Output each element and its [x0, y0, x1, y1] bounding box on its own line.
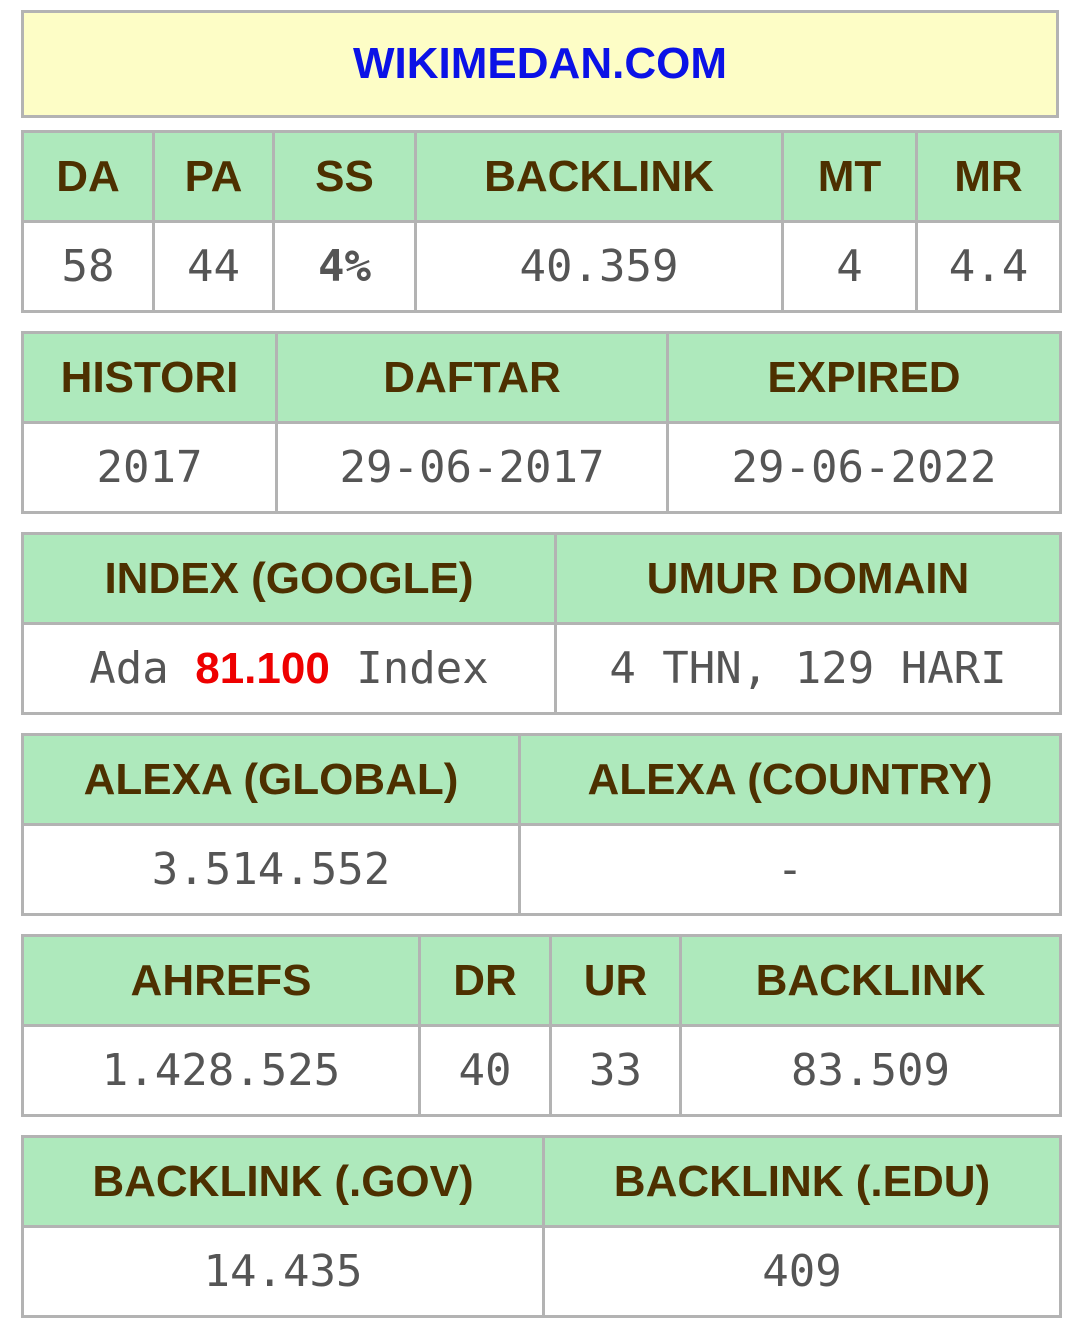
header-expired: EXPIRED [666, 331, 1062, 424]
domain-dates-table: HISTORI DAFTAR EXPIRED 2017 29-06-2017 2… [21, 331, 1062, 514]
value-ahrefs: 1.428.525 [21, 1024, 421, 1117]
value-expired: 29-06-2022 [666, 421, 1062, 514]
value-index-google: Ada 81.100 Index [21, 622, 557, 715]
value-pa: 44 [152, 220, 275, 313]
header-index-google: INDEX (GOOGLE) [21, 532, 557, 625]
moz-metrics-table: DA PA SS BACKLINK MT MR 58 44 4% 40.359 … [21, 130, 1062, 313]
header-dr: DR [418, 934, 552, 1027]
header-backlink: BACKLINK [414, 130, 784, 223]
index-age-table: INDEX (GOOGLE) UMUR DOMAIN Ada 81.100 In… [21, 532, 1062, 715]
site-title: WIKIMEDAN.COM [353, 39, 727, 88]
header-ahrefs: AHREFS [21, 934, 421, 1027]
index-suffix: Index [356, 643, 489, 694]
header-ur: UR [549, 934, 682, 1027]
value-alexa-global: 3.514.552 [21, 823, 521, 916]
value-dr: 40 [418, 1024, 552, 1117]
header-ss: SS [272, 130, 417, 223]
value-umur-domain: 4 THN, 129 HARI [554, 622, 1062, 715]
header-mr: MR [915, 130, 1062, 223]
value-histori: 2017 [21, 421, 278, 514]
value-backlink: 40.359 [414, 220, 784, 313]
value-ahrefs-backlink: 83.509 [679, 1024, 1062, 1117]
value-mr: 4.4 [915, 220, 1062, 313]
ahrefs-table: AHREFS DR UR BACKLINK 1.428.525 40 33 83… [21, 934, 1062, 1117]
header-ahrefs-backlink: BACKLINK [679, 934, 1062, 1027]
header-umur-domain: UMUR DOMAIN [554, 532, 1062, 625]
header-mt: MT [781, 130, 918, 223]
header-backlink-edu: BACKLINK (.EDU) [542, 1135, 1062, 1228]
value-ur: 33 [549, 1024, 682, 1117]
header-backlink-gov: BACKLINK (.GOV) [21, 1135, 545, 1228]
header-pa: PA [152, 130, 275, 223]
gov-edu-backlink-table: BACKLINK (.GOV) BACKLINK (.EDU) 14.435 4… [21, 1135, 1062, 1318]
header-da: DA [21, 130, 155, 223]
index-count: 81.100 [195, 644, 330, 693]
header-alexa-country: ALEXA (COUNTRY) [518, 733, 1062, 826]
value-backlink-edu: 409 [542, 1225, 1062, 1318]
value-mt: 4 [781, 220, 918, 313]
value-ss: 4% [272, 220, 417, 313]
header-alexa-global: ALEXA (GLOBAL) [21, 733, 521, 826]
alexa-table: ALEXA (GLOBAL) ALEXA (COUNTRY) 3.514.552… [21, 733, 1062, 916]
value-da: 58 [21, 220, 155, 313]
header-histori: HISTORI [21, 331, 278, 424]
value-daftar: 29-06-2017 [275, 421, 669, 514]
value-backlink-gov: 14.435 [21, 1225, 545, 1318]
site-title-banner: WIKIMEDAN.COM [21, 10, 1059, 118]
header-daftar: DAFTAR [275, 331, 669, 424]
index-prefix: Ada [89, 643, 169, 694]
value-alexa-country: - [518, 823, 1062, 916]
